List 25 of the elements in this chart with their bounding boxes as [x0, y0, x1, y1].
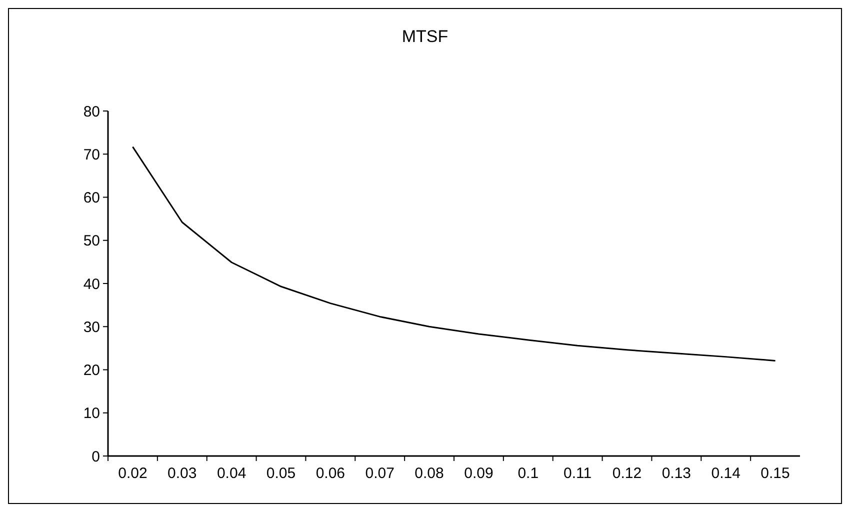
x-tick-label: 0.11 — [564, 465, 592, 482]
y-tick-label: 80 — [83, 103, 100, 120]
x-tick-label: 0.13 — [662, 465, 692, 482]
y-tick-label: 70 — [83, 146, 100, 164]
x-tick-label: 0.05 — [266, 465, 296, 482]
x-tick-label: 0.12 — [612, 465, 642, 482]
y-tick-label: 10 — [83, 405, 100, 422]
x-tick-label: 0.07 — [365, 465, 394, 482]
x-tick-label: 0.06 — [316, 465, 346, 482]
line-series — [132, 146, 776, 362]
y-tick-label: 50 — [83, 232, 100, 250]
y-tick-label: 30 — [83, 318, 100, 336]
x-tick-label: 0.08 — [414, 465, 444, 482]
x-tick-label: 0.14 — [711, 465, 740, 482]
x-tick-label: 0.1 — [518, 465, 539, 482]
x-tick-label: 0.02 — [118, 465, 148, 482]
y-tick-label: 60 — [83, 190, 100, 206]
y-tick-label: 40 — [83, 276, 100, 293]
x-tick-label: 0.03 — [168, 465, 197, 482]
y-tick-label: 20 — [83, 362, 100, 379]
x-tick-label: 0.15 — [760, 465, 790, 482]
x-tick-label: 0.09 — [464, 465, 494, 482]
chart-title: MTSF — [402, 27, 448, 46]
x-tick-label: 0.04 — [216, 465, 246, 482]
y-tick-label: 0 — [92, 448, 100, 466]
